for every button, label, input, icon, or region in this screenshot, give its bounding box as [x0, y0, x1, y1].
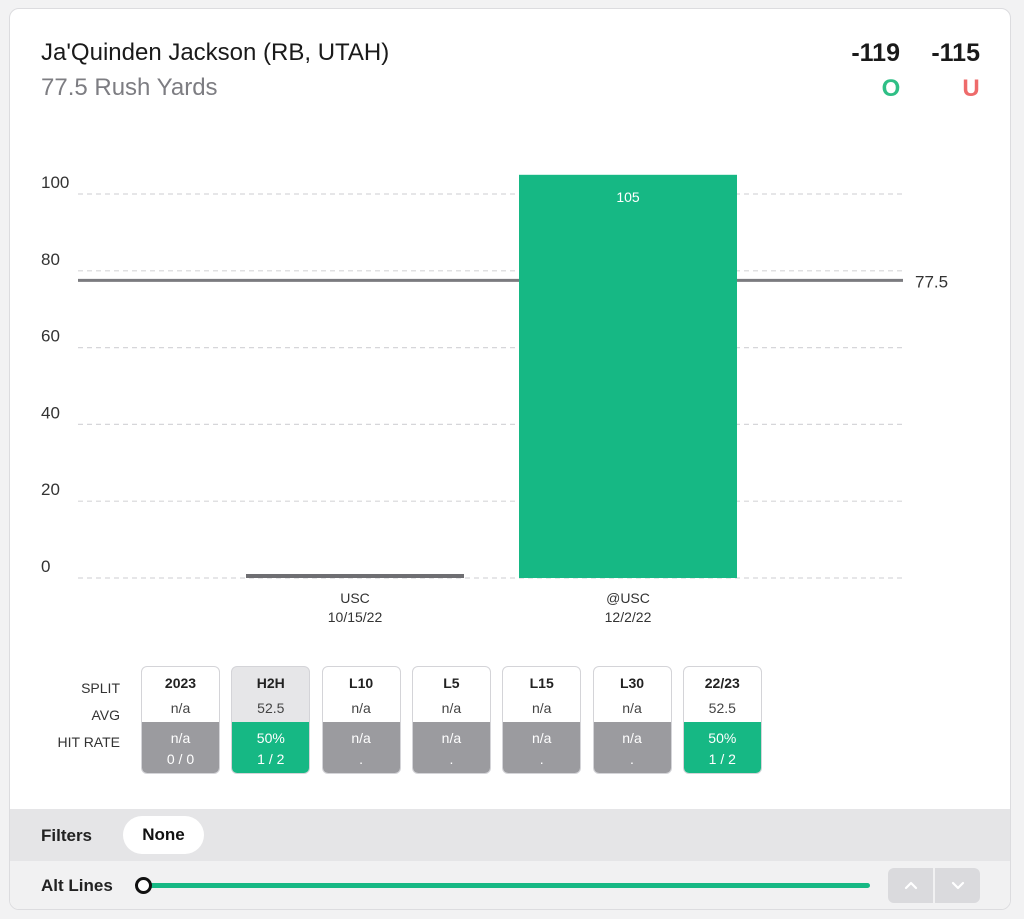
split-hit-rate: n/a 0 / 0 — [142, 722, 219, 773]
split-avg: n/a — [531, 700, 552, 716]
split-hit-rate: n/a. — [322, 722, 400, 773]
split-card-2023[interactable]: 2023 n/a n/a 0 / 0 — [141, 666, 220, 774]
split-row-label: SPLIT — [81, 680, 120, 696]
split-card-22-23[interactable]: 22/23 52.5 50% 1 / 2 — [682, 666, 762, 774]
alt-lines-label: Alt Lines — [41, 876, 113, 895]
hit-rate-fraction: 1 / 2 — [708, 751, 736, 767]
split-name: L5 — [443, 675, 460, 691]
x-category-label: USC — [340, 590, 370, 606]
split-card-h2h[interactable]: H2H 52.5 50% 1 / 2 — [231, 666, 311, 774]
hit-rate-percent: n/a — [351, 730, 371, 746]
stepper-divider — [933, 868, 935, 903]
over-odds[interactable]: -119 — [851, 39, 900, 67]
step-down-button[interactable] — [935, 868, 980, 903]
split-avg: n/a — [351, 700, 371, 716]
chevron-up-icon — [904, 881, 917, 890]
player-name: Ja'Quinden Jackson (RB, UTAH) — [41, 39, 390, 66]
split-name: H2H — [256, 675, 285, 691]
filter-none-pill[interactable]: None — [123, 816, 204, 854]
alt-lines-slider-thumb[interactable] — [135, 877, 152, 894]
hit-rate-row-label: HIT RATE — [57, 734, 121, 750]
y-tick-label: 20 — [41, 480, 60, 499]
split-card-l5[interactable]: L5 n/a n/a. — [411, 666, 491, 774]
alt-lines-slider-track[interactable] — [148, 883, 870, 888]
y-tick-label: 60 — [41, 327, 60, 346]
x-category-label: @USC — [606, 590, 650, 606]
hit-rate-fraction: . — [359, 751, 364, 767]
hit-rate-fraction: 1 / 2 — [257, 751, 285, 767]
alt-lines-bar: Alt Lines — [10, 861, 1010, 909]
prop-line: 77.5 Rush Yards — [41, 74, 218, 101]
hit-rate-fraction: . — [449, 751, 454, 767]
bar-value-label: 105 — [616, 189, 640, 205]
prop-line-label: 77.5 — [915, 272, 948, 291]
split-avg: n/a — [441, 700, 462, 716]
split-name: L15 — [529, 675, 554, 691]
step-up-button[interactable] — [888, 868, 933, 903]
bar — [519, 174, 737, 579]
prop-card: Ja'Quinden Jackson (RB, UTAH) 77.5 Rush … — [9, 8, 1011, 910]
over-label[interactable]: O — [881, 75, 901, 102]
hit-rate-fraction: . — [539, 751, 544, 767]
hit-rate-fraction: 0 / 0 — [166, 751, 195, 767]
split-avg: n/a — [622, 700, 642, 716]
game-log-chart: 0 20 40 60 80 100 USC 10/15/22 105 @USC 12/2/22 77.… — [41, 173, 948, 625]
x-date-label: 12/2/22 — [605, 609, 652, 625]
y-tick-label: 40 — [41, 403, 60, 422]
hit-rate-percent: n/a — [441, 730, 462, 746]
y-tick-label: 0 — [41, 557, 50, 576]
y-tick-label: 100 — [41, 173, 69, 192]
under-label[interactable]: U — [962, 75, 980, 102]
under-odds[interactable]: -115 — [931, 39, 980, 67]
split-card-l30[interactable]: L30 n/a n/a. — [592, 666, 672, 774]
split-avg: 52.5 — [708, 700, 736, 716]
filters-bar: Filters None — [10, 809, 1010, 861]
split-card-l10[interactable]: L10 n/a n/a. — [321, 666, 401, 774]
split-hit-rate: n/a. — [412, 722, 490, 773]
split-avg: 52.5 — [257, 700, 285, 716]
chevron-down-icon — [951, 881, 964, 890]
hit-rate-percent: 50% — [256, 730, 285, 746]
split-name: L30 — [619, 675, 645, 691]
split-hit-rate: n/a. — [593, 722, 671, 773]
split-name: L10 — [349, 675, 374, 691]
hit-rate-percent: n/a — [170, 730, 191, 746]
x-date-label: 10/15/22 — [328, 609, 383, 625]
avg-row-label: AVG — [91, 707, 120, 723]
bar — [246, 574, 464, 578]
y-tick-label: 80 — [41, 250, 60, 269]
hit-rate-fraction: . — [630, 751, 634, 767]
split-avg: n/a — [170, 700, 191, 716]
split-hit-rate: 50% 1 / 2 — [683, 722, 761, 773]
split-name: 22/23 — [704, 675, 740, 691]
hit-rate-percent: 50% — [708, 730, 737, 746]
hit-rate-percent: n/a — [531, 730, 552, 746]
alt-lines-stepper — [888, 868, 980, 903]
split-hit-rate: n/a. — [503, 722, 581, 773]
filters-label: Filters — [41, 826, 93, 845]
split-card-l15[interactable]: L15 n/a n/a. — [502, 666, 582, 774]
split-hit-rate: 50% 1 / 2 — [232, 722, 310, 773]
split-name: 2023 — [164, 675, 197, 691]
hit-rate-percent: n/a — [622, 730, 642, 746]
